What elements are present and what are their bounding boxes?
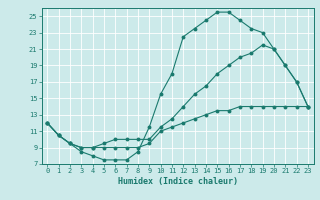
X-axis label: Humidex (Indice chaleur): Humidex (Indice chaleur) bbox=[118, 177, 237, 186]
